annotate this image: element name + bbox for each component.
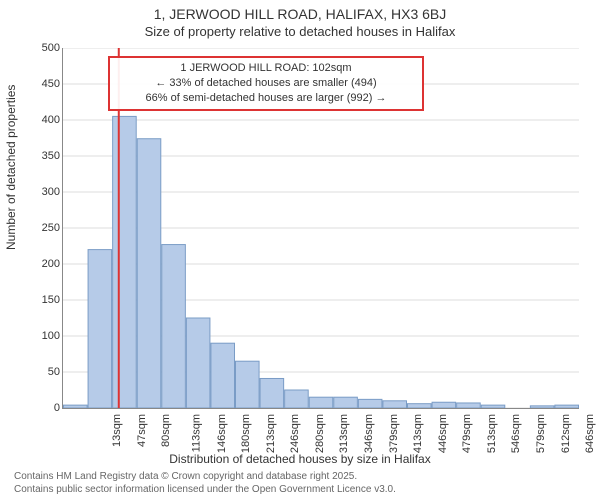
x-tick: 346sqm bbox=[363, 414, 375, 453]
bar bbox=[236, 361, 260, 408]
y-tick: 150 bbox=[30, 294, 60, 306]
x-tick: 446sqm bbox=[437, 414, 449, 453]
x-tick: 47sqm bbox=[136, 414, 148, 447]
x-tick: 80sqm bbox=[160, 414, 172, 447]
bar bbox=[530, 406, 554, 408]
y-tick: 100 bbox=[30, 330, 60, 342]
y-tick: 450 bbox=[30, 78, 60, 90]
y-tick: 200 bbox=[30, 258, 60, 270]
x-tick: 246sqm bbox=[289, 414, 301, 453]
x-tick: 379sqm bbox=[388, 414, 400, 453]
bar bbox=[555, 405, 579, 408]
y-tick: 0 bbox=[30, 402, 60, 414]
x-tick: 579sqm bbox=[535, 414, 547, 453]
bar bbox=[334, 397, 358, 408]
x-tick: 180sqm bbox=[240, 414, 252, 453]
bar bbox=[408, 404, 432, 408]
bar bbox=[186, 318, 210, 408]
y-tick: 50 bbox=[30, 366, 60, 378]
credits: Contains HM Land Registry data © Crown c… bbox=[14, 471, 396, 496]
y-tick: 350 bbox=[30, 150, 60, 162]
credits-line1: Contains HM Land Registry data © Crown c… bbox=[14, 471, 396, 484]
bar bbox=[113, 116, 137, 408]
y-tick: 300 bbox=[30, 186, 60, 198]
bar bbox=[358, 399, 382, 408]
x-tick: 612sqm bbox=[560, 414, 572, 453]
y-axis-label: Number of detached properties bbox=[4, 85, 18, 250]
y-tick: 250 bbox=[30, 222, 60, 234]
x-tick: 513sqm bbox=[486, 414, 498, 453]
annotation-line1: 1 JERWOOD HILL ROAD: 102sqm bbox=[116, 61, 416, 76]
bar bbox=[64, 405, 88, 408]
x-tick: 313sqm bbox=[339, 414, 351, 453]
title-line2: Size of property relative to detached ho… bbox=[0, 24, 600, 39]
bar bbox=[383, 401, 407, 408]
x-tick: 213sqm bbox=[265, 414, 277, 453]
bar bbox=[260, 378, 284, 408]
marker-annotation-box: 1 JERWOOD HILL ROAD: 102sqm ← 33% of det… bbox=[108, 56, 424, 111]
annotation-line2: ← 33% of detached houses are smaller (49… bbox=[116, 76, 416, 91]
bar bbox=[285, 390, 309, 408]
x-tick: 413sqm bbox=[412, 414, 424, 453]
x-tick: 113sqm bbox=[190, 414, 202, 452]
y-tick: 500 bbox=[30, 42, 60, 54]
title-line1: 1, JERWOOD HILL ROAD, HALIFAX, HX3 6BJ bbox=[0, 6, 600, 22]
credits-line2: Contains public sector information licen… bbox=[14, 484, 396, 497]
bar bbox=[481, 405, 505, 408]
bar bbox=[432, 402, 456, 408]
bar bbox=[137, 139, 161, 408]
bar bbox=[162, 245, 186, 408]
x-tick: 479sqm bbox=[461, 414, 473, 453]
x-tick: 146sqm bbox=[216, 414, 228, 453]
chart-container: 1, JERWOOD HILL ROAD, HALIFAX, HX3 6BJ S… bbox=[0, 0, 600, 500]
y-tick: 400 bbox=[30, 114, 60, 126]
bar bbox=[309, 397, 333, 408]
bar bbox=[88, 250, 112, 408]
x-tick: 546sqm bbox=[511, 414, 523, 453]
bar bbox=[211, 343, 235, 408]
bar bbox=[457, 403, 481, 408]
x-tick: 646sqm bbox=[584, 414, 596, 453]
x-tick: 13sqm bbox=[111, 414, 123, 447]
x-axis-label: Distribution of detached houses by size … bbox=[0, 452, 600, 466]
annotation-line3: 66% of semi-detached houses are larger (… bbox=[116, 91, 416, 106]
x-tick: 280sqm bbox=[314, 414, 326, 453]
